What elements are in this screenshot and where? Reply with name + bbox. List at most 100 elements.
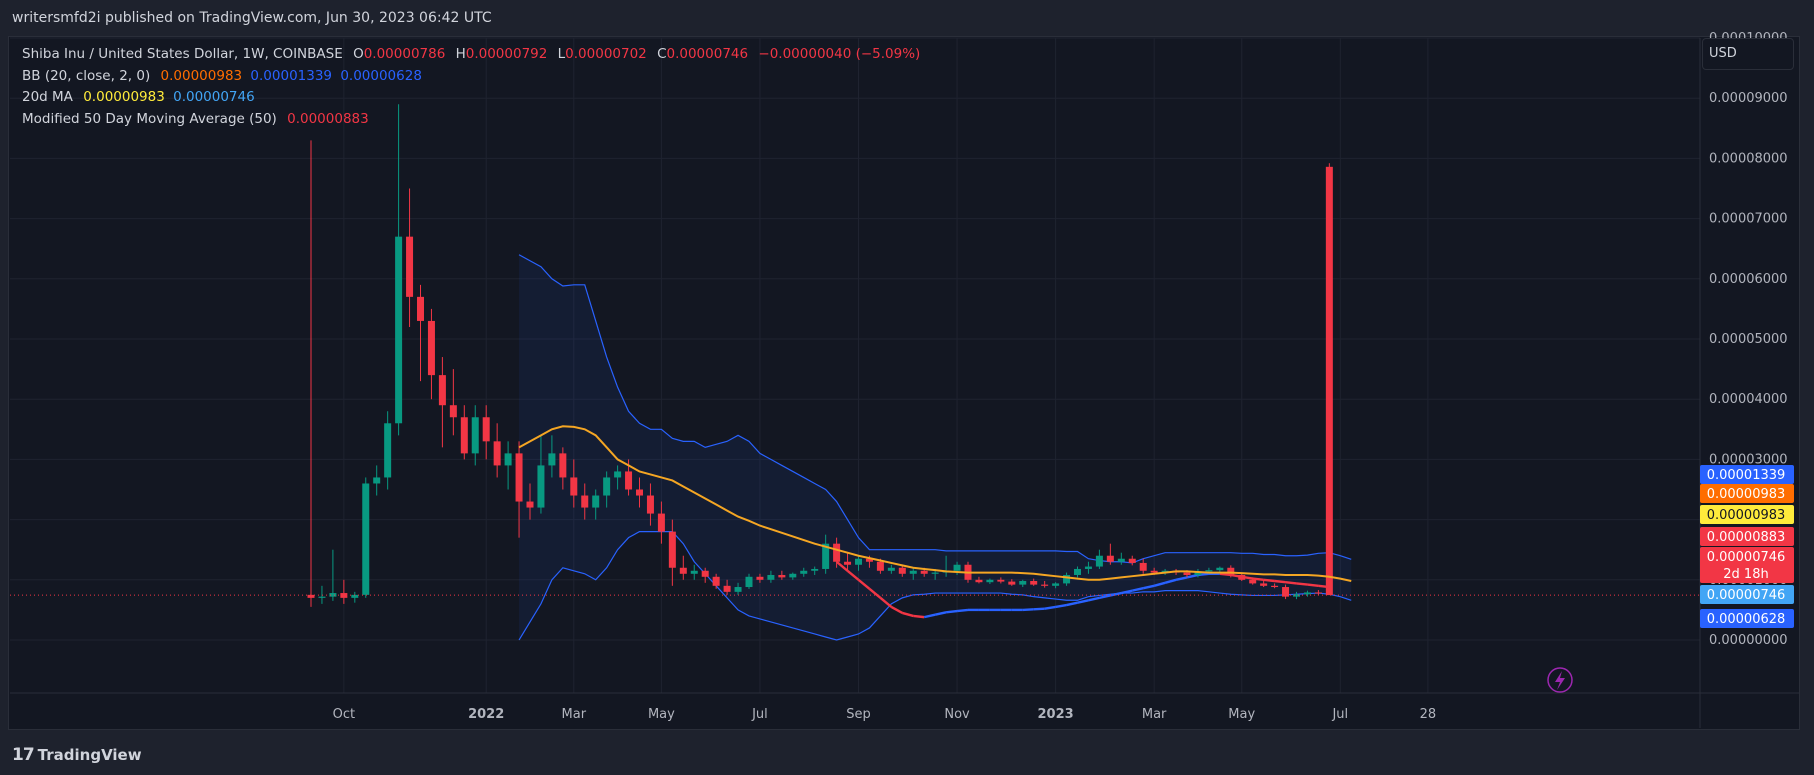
candle-body[interactable] bbox=[1238, 574, 1246, 580]
candle-body[interactable] bbox=[822, 543, 830, 569]
m50-segment[interactable] bbox=[1164, 578, 1177, 584]
candle-body[interactable] bbox=[690, 570, 698, 574]
m50-segment[interactable] bbox=[1274, 579, 1286, 584]
candle-body[interactable] bbox=[931, 572, 939, 574]
candle-body[interactable] bbox=[1019, 581, 1027, 585]
candle-body[interactable] bbox=[504, 453, 512, 466]
candle-body[interactable] bbox=[745, 576, 753, 588]
m50-segment[interactable] bbox=[835, 560, 849, 572]
candle-body[interactable] bbox=[756, 576, 764, 580]
candle-body[interactable] bbox=[833, 543, 841, 562]
candle-body[interactable] bbox=[1052, 583, 1060, 586]
candle-body[interactable] bbox=[800, 570, 808, 574]
m50-segment[interactable] bbox=[1153, 581, 1166, 587]
candle-body[interactable] bbox=[1216, 567, 1224, 571]
candle-body[interactable] bbox=[559, 453, 567, 478]
candle-body[interactable] bbox=[811, 568, 819, 571]
m50-segment[interactable] bbox=[1175, 576, 1188, 581]
candle-body[interactable] bbox=[395, 236, 403, 424]
m50-segment[interactable] bbox=[1110, 591, 1122, 597]
candle-body[interactable] bbox=[362, 483, 370, 595]
candle-body[interactable] bbox=[1293, 594, 1300, 597]
candle-body[interactable] bbox=[329, 593, 337, 597]
candle-body[interactable] bbox=[701, 570, 709, 577]
m50-segment[interactable] bbox=[1307, 583, 1319, 588]
m50-segment[interactable] bbox=[945, 609, 958, 614]
candle-body[interactable] bbox=[997, 579, 1005, 582]
m50-segment[interactable] bbox=[1077, 599, 1089, 604]
candle-body[interactable] bbox=[1084, 566, 1092, 569]
m50-segment[interactable] bbox=[1142, 584, 1155, 590]
m50-segment[interactable] bbox=[1033, 607, 1045, 611]
candle-body[interactable] bbox=[767, 574, 775, 580]
candle-body[interactable] bbox=[1106, 555, 1114, 562]
candle-body[interactable] bbox=[307, 594, 315, 598]
candle-body[interactable] bbox=[603, 477, 611, 496]
m50-segment[interactable] bbox=[1252, 577, 1264, 581]
candle-body[interactable] bbox=[789, 573, 797, 578]
candle-body[interactable] bbox=[537, 465, 545, 508]
candle-body[interactable] bbox=[636, 489, 643, 496]
candle-body[interactable] bbox=[975, 579, 983, 583]
candle-body[interactable] bbox=[1325, 166, 1333, 596]
candle-body[interactable] bbox=[1008, 581, 1016, 585]
ma-20-line[interactable] bbox=[518, 425, 1352, 582]
bb-upper-line[interactable] bbox=[518, 254, 1352, 564]
m50-segment[interactable] bbox=[923, 613, 936, 619]
m50-segment[interactable] bbox=[879, 596, 893, 608]
candle-body[interactable] bbox=[1139, 562, 1147, 571]
candle-body[interactable] bbox=[1205, 570, 1213, 572]
candle-body[interactable] bbox=[427, 320, 435, 376]
candle-body[interactable] bbox=[471, 417, 479, 454]
m50-segment[interactable] bbox=[1044, 605, 1056, 610]
candle-body[interactable] bbox=[1150, 570, 1158, 573]
candle-body[interactable] bbox=[493, 441, 501, 466]
candle-body[interactable] bbox=[1074, 568, 1081, 575]
candle-body[interactable] bbox=[449, 405, 457, 418]
m50-segment[interactable] bbox=[868, 587, 882, 599]
m50-segment[interactable] bbox=[956, 608, 969, 613]
m50-segment[interactable] bbox=[846, 569, 860, 581]
candle-body[interactable] bbox=[482, 417, 490, 442]
candle-body[interactable] bbox=[778, 574, 786, 578]
m50-segment[interactable] bbox=[1131, 587, 1144, 592]
m50-segment[interactable] bbox=[1296, 582, 1308, 586]
m50-segment[interactable] bbox=[1285, 581, 1297, 585]
candle-body[interactable] bbox=[1227, 567, 1235, 575]
candle-body[interactable] bbox=[515, 453, 523, 502]
candle-body[interactable] bbox=[1128, 558, 1136, 563]
candle-body[interactable] bbox=[1303, 592, 1311, 595]
candle-body[interactable] bbox=[855, 558, 862, 565]
candle-body[interactable] bbox=[1260, 583, 1268, 586]
m50-segment[interactable] bbox=[1099, 594, 1111, 600]
candle-body[interactable] bbox=[614, 471, 622, 478]
candle-body[interactable] bbox=[526, 501, 534, 508]
candle-body[interactable] bbox=[734, 587, 742, 592]
candle-body[interactable] bbox=[340, 593, 348, 598]
m50-segment[interactable] bbox=[857, 578, 871, 590]
m50-segment[interactable] bbox=[1263, 578, 1275, 583]
m50-segment[interactable] bbox=[1022, 608, 1034, 612]
m50-segment[interactable] bbox=[913, 614, 925, 619]
m50-segment[interactable] bbox=[1088, 596, 1100, 602]
m50-segment[interactable] bbox=[934, 611, 947, 616]
candle-body[interactable] bbox=[1095, 555, 1103, 567]
candle-body[interactable] bbox=[1183, 572, 1191, 575]
candle-body[interactable] bbox=[570, 477, 578, 496]
m50-segment[interactable] bbox=[1121, 589, 1133, 595]
candle-body[interactable] bbox=[865, 558, 873, 562]
candle-body[interactable] bbox=[373, 477, 381, 484]
candle-body[interactable] bbox=[1194, 571, 1202, 575]
candle-body[interactable] bbox=[646, 495, 654, 514]
candle-body[interactable] bbox=[657, 513, 665, 532]
symbol-name[interactable]: Shiba Inu / United States Dollar, 1W, CO… bbox=[22, 46, 343, 62]
candle-body[interactable] bbox=[712, 576, 720, 586]
candle-body[interactable] bbox=[986, 579, 994, 583]
candle-body[interactable] bbox=[384, 423, 392, 478]
legend-bb-row[interactable]: BB (20, close, 2, 0) 0.00000983 0.000013… bbox=[22, 66, 920, 88]
candle-body[interactable] bbox=[1041, 584, 1049, 586]
candle-body[interactable] bbox=[953, 564, 961, 571]
candle-body[interactable] bbox=[581, 495, 589, 508]
candle-body[interactable] bbox=[1249, 579, 1257, 584]
